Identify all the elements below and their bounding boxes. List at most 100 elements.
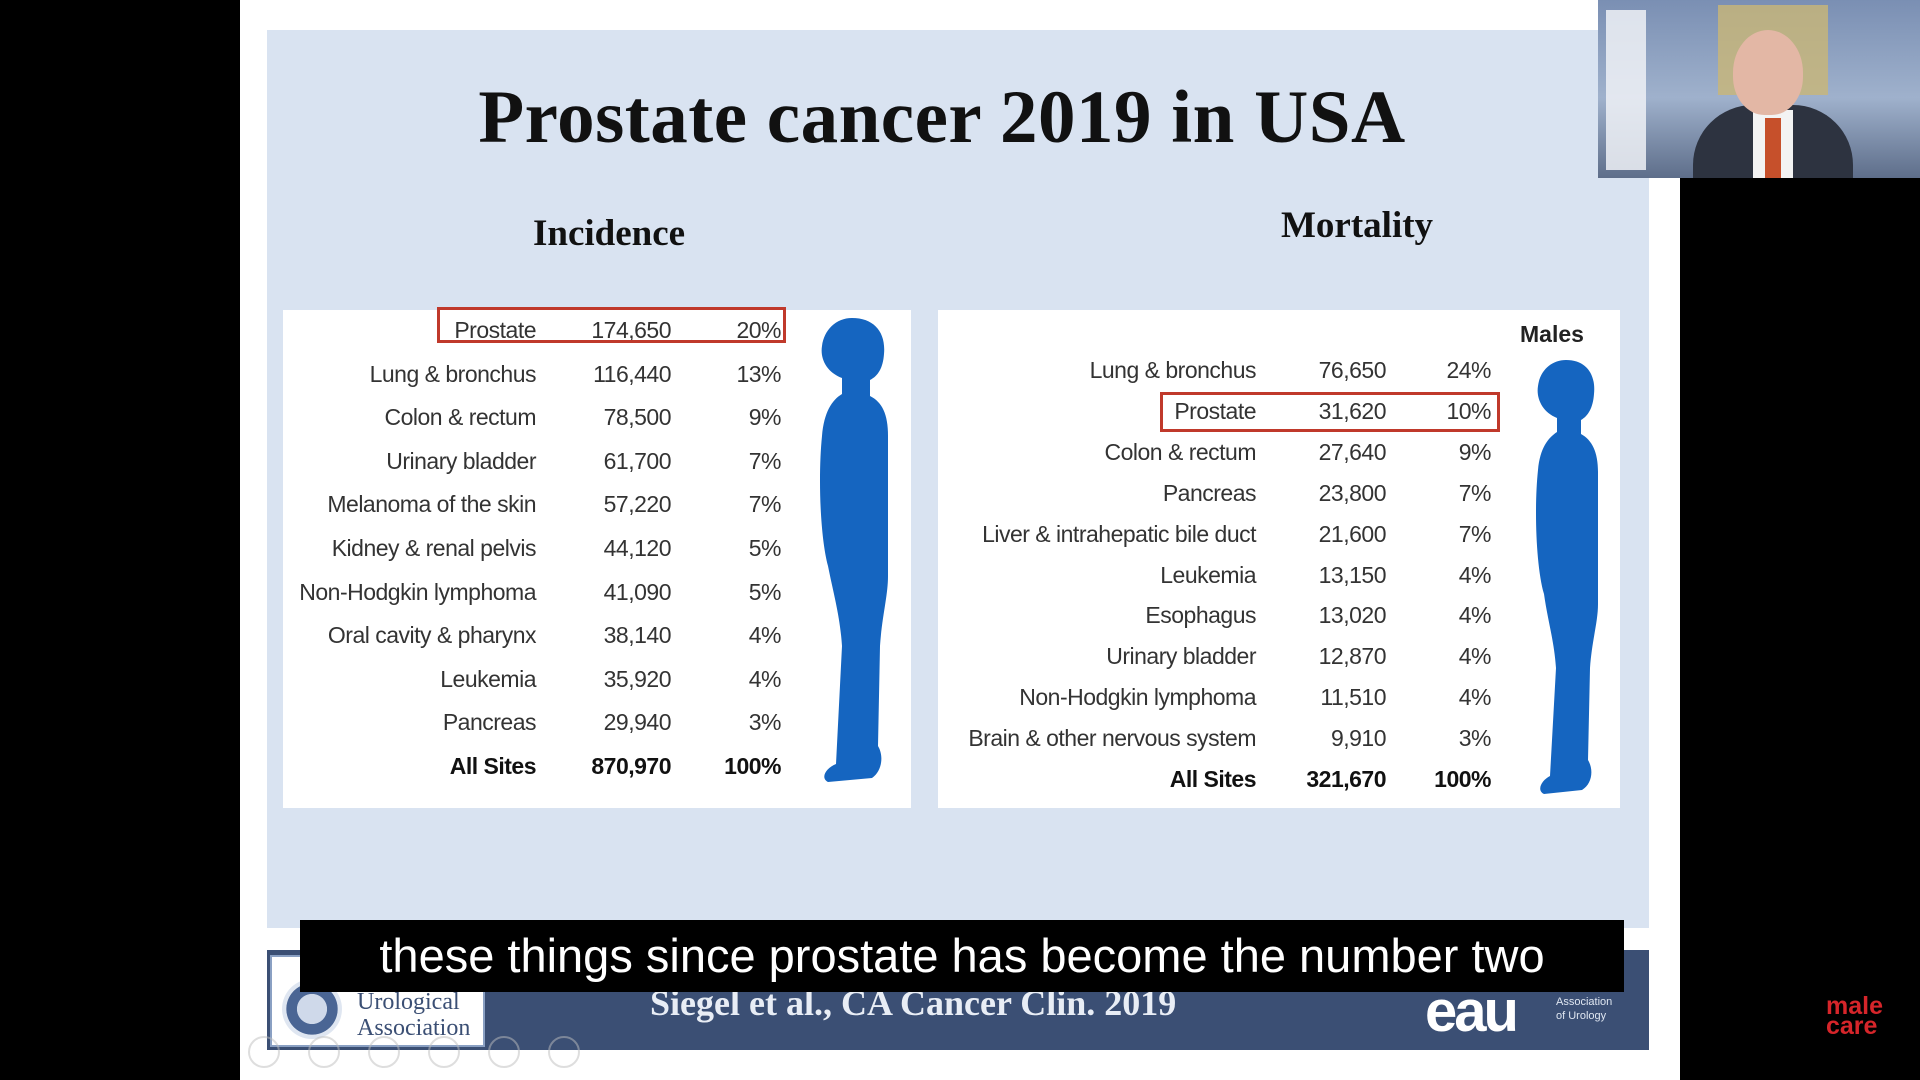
- percent-cell: 24%: [1446, 357, 1491, 383]
- percent-cell: 3%: [1458, 725, 1492, 752]
- count-cell: 23,800: [1318, 479, 1387, 506]
- site-cell: Non-Hodgkin lymphoma: [299, 578, 536, 605]
- percent-cell: 9%: [748, 404, 782, 431]
- percent-cell: 7%: [748, 447, 782, 474]
- site-cell: Kidney & renal pelvis: [331, 535, 537, 561]
- count-cell: 321,670: [1306, 766, 1386, 792]
- site-cell: Oral cavity & pharynx: [327, 622, 537, 649]
- site-cell: Urinary bladder: [386, 447, 536, 474]
- count-cell: 870,970: [591, 753, 671, 779]
- player-control-icon[interactable]: [368, 1036, 400, 1068]
- site-cell: Prostate: [454, 317, 536, 343]
- site-cell: Prostate: [1174, 397, 1256, 424]
- male-silhouette-icon: [1536, 360, 1598, 794]
- player-control-icon[interactable]: [248, 1036, 280, 1068]
- percent-cell: 100%: [1434, 766, 1491, 792]
- table-row: Urinary bladder 61,700 7%: [283, 441, 911, 481]
- slide-title: Prostate cancer 2019 in USA: [478, 76, 1406, 159]
- site-cell: Non-Hodgkin lymphoma: [1019, 684, 1256, 711]
- percent-cell: 7%: [748, 491, 782, 518]
- player-control-icon[interactable]: [548, 1036, 580, 1068]
- site-cell: Colon & rectum: [384, 404, 536, 431]
- site-cell: All Sites: [449, 753, 537, 779]
- percent-cell: 4%: [1458, 684, 1492, 711]
- percent-cell: 5%: [748, 578, 782, 605]
- table-row: Esophagus 13,020 4%: [938, 595, 1620, 635]
- count-cell: 44,120: [603, 535, 672, 561]
- percent-cell: 100%: [724, 753, 781, 779]
- table-row: Colon & rectum 78,500 9%: [283, 397, 911, 437]
- count-cell: 78,500: [603, 404, 672, 431]
- table-row: Pancreas 29,940 3%: [283, 702, 911, 742]
- table-row: Colon & rectum 27,640 9%: [938, 432, 1620, 472]
- site-cell: Brain & other nervous system: [968, 725, 1256, 752]
- percent-cell: 4%: [748, 665, 782, 692]
- site-cell: Liver & intrahepatic bile duct: [982, 520, 1256, 547]
- count-cell: 116,440: [593, 360, 671, 387]
- percent-cell: 7%: [1458, 520, 1492, 547]
- site-cell: Urinary bladder: [1106, 643, 1256, 670]
- table-row: Non-Hodgkin lymphoma 11,510 4%: [938, 677, 1620, 717]
- count-cell: 13,150: [1318, 561, 1387, 588]
- count-cell: 31,620: [1318, 397, 1387, 424]
- percent-cell: 7%: [1458, 479, 1492, 506]
- mortality-heading: Mortality: [1281, 205, 1434, 246]
- count-cell: 35,920: [603, 665, 672, 692]
- table-row: Oral cavity & pharynx 38,140 4%: [283, 615, 911, 655]
- percent-cell: 9%: [1458, 438, 1492, 465]
- player-control-icon[interactable]: [428, 1036, 460, 1068]
- site-cell: Pancreas: [442, 709, 537, 736]
- percent-cell: 3%: [748, 709, 782, 736]
- table-row: Lung & bronchus 76,650 24%: [938, 350, 1620, 390]
- site-cell: Lung & bronchus: [1089, 357, 1257, 383]
- percent-cell: 20%: [736, 317, 781, 343]
- count-cell: 174,650: [591, 317, 671, 343]
- table-total-row: All Sites 321,670 100%: [938, 759, 1620, 799]
- count-cell: 13,020: [1318, 602, 1387, 629]
- incidence-heading: Incidence: [533, 213, 686, 254]
- site-cell: Leukemia: [1160, 561, 1256, 588]
- count-cell: 12,870: [1318, 643, 1387, 670]
- mortality-prostate-highlight: [1160, 392, 1500, 432]
- logo-text-line1: Urological: [357, 989, 460, 1015]
- watermark-line1: male: [1826, 992, 1883, 1020]
- percent-cell: 5%: [748, 535, 782, 561]
- percent-cell: 13%: [736, 360, 781, 387]
- video-subtitle: these things since prostate has become t…: [300, 920, 1624, 992]
- table-row: Prostate 174,650 20%: [283, 310, 911, 350]
- table-row: Melanoma of the skin 57,220 7%: [283, 484, 911, 524]
- count-cell: 9,910: [1330, 725, 1387, 752]
- count-cell: 29,940: [603, 709, 672, 736]
- table-row: Urinary bladder 12,870 4%: [938, 636, 1620, 676]
- malecare-watermark: male care: [1826, 992, 1883, 1040]
- count-cell: 11,510: [1320, 684, 1386, 711]
- table-total-row: All Sites 870,970 100%: [283, 746, 911, 786]
- table-row: Prostate 31,620 10%: [938, 391, 1620, 431]
- webcam-feed: [1598, 0, 1920, 178]
- incidence-table-panel: Prostate 174,650 20% Lung & bronchus 116,440…: [283, 310, 911, 808]
- count-cell: 61,700: [603, 447, 672, 474]
- count-cell: 21,600: [1318, 520, 1387, 547]
- percent-cell: 4%: [1458, 602, 1492, 629]
- site-cell: Leukemia: [440, 665, 536, 692]
- table-row: Pancreas 23,800 7%: [938, 473, 1620, 513]
- watermark-line2: care: [1826, 1012, 1878, 1040]
- count-cell: 27,640: [1318, 438, 1387, 465]
- table-row: Liver & intrahepatic bile duct 21,600 7%: [938, 514, 1620, 554]
- logo-text-line2: Association: [357, 1015, 471, 1041]
- count-cell: 76,650: [1318, 357, 1387, 383]
- table-row: Lung & bronchus 116,440 13%: [283, 354, 911, 394]
- player-control-icon[interactable]: [308, 1036, 340, 1068]
- percent-cell: 4%: [1458, 643, 1492, 670]
- incidence-prostate-highlight: [437, 307, 786, 343]
- eau-sub-line1: Association: [1556, 996, 1613, 1008]
- percent-cell: 4%: [748, 622, 782, 649]
- site-cell: Colon & rectum: [1104, 438, 1256, 465]
- males-label: Males: [1520, 321, 1584, 347]
- site-cell: Pancreas: [1162, 479, 1257, 506]
- site-cell: All Sites: [1169, 766, 1257, 792]
- player-control-icon[interactable]: [488, 1036, 520, 1068]
- mortality-table-panel: Lung & bronchus 76,650 24% Prostate 31,620 10…: [938, 310, 1620, 808]
- site-cell: Lung & bronchus: [369, 360, 537, 387]
- percent-cell: 4%: [1458, 561, 1492, 588]
